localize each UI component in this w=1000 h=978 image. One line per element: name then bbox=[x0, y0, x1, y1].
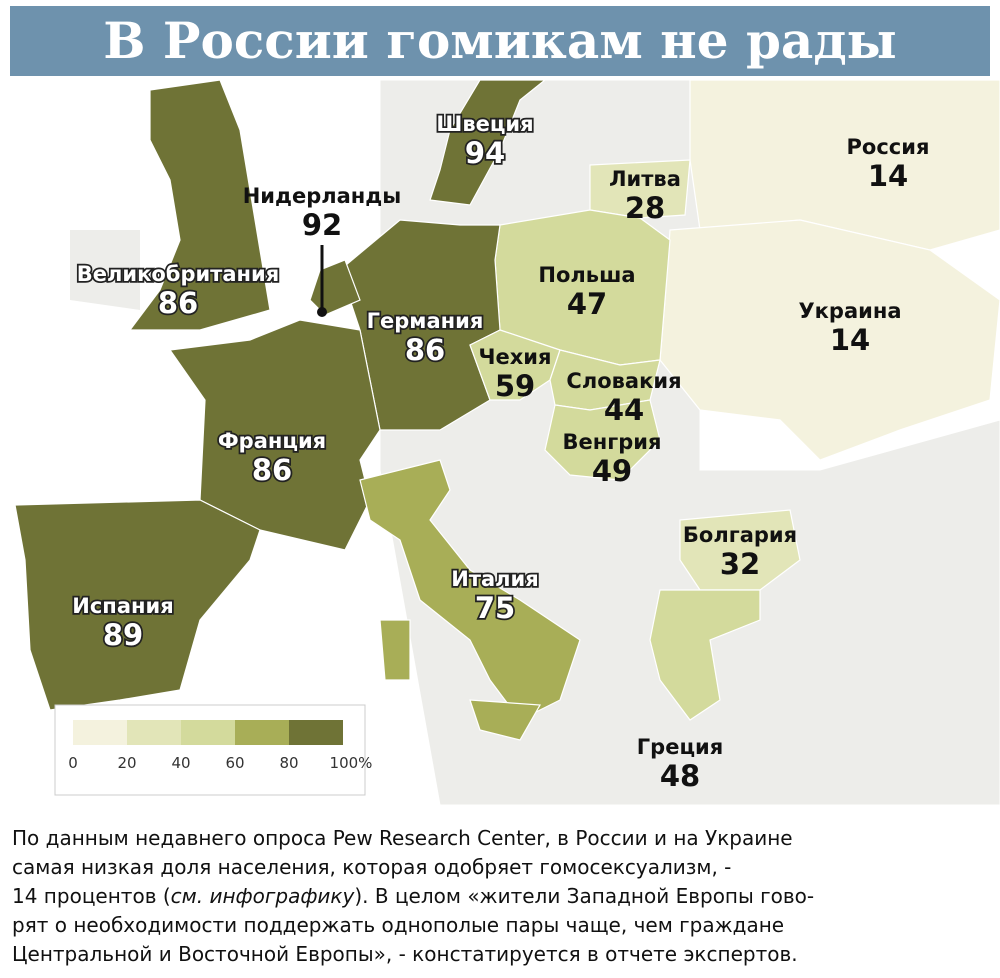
country bbox=[429, 79, 547, 206]
caption-line: 14 процентов (см. инфографику). В целом … bbox=[12, 882, 814, 911]
legend-tick: 0 bbox=[68, 754, 78, 772]
country-value: 32 bbox=[720, 547, 760, 581]
caption-text: ). В целом «жители Западной Европы гово- bbox=[354, 884, 815, 908]
country-label: Греция bbox=[637, 735, 723, 759]
country bbox=[168, 319, 381, 551]
country-value: 86 bbox=[252, 453, 292, 487]
legend-swatch bbox=[235, 720, 289, 745]
country-label: Великобритания bbox=[77, 262, 279, 286]
country-label: Франция bbox=[218, 429, 326, 453]
country-value: 89 bbox=[103, 618, 143, 652]
title: В России гомикам не рады bbox=[10, 6, 990, 76]
country-value: 92 bbox=[302, 208, 342, 242]
country-value: 94 bbox=[465, 136, 505, 170]
country bbox=[589, 159, 691, 219]
country-label: Нидерланды bbox=[243, 184, 402, 208]
caption-text: 14 процентов ( bbox=[12, 884, 171, 908]
caption-line: По данным недавнего опроса Pew Research … bbox=[12, 824, 814, 853]
country-label: Россия bbox=[847, 135, 930, 159]
caption: По данным недавнего опроса Pew Research … bbox=[12, 824, 814, 969]
country-value: 48 bbox=[660, 759, 700, 793]
legend-swatch bbox=[73, 720, 127, 745]
caption-line: самая низкая доля населения, которая одо… bbox=[12, 853, 814, 882]
legend-tick: 60 bbox=[225, 754, 244, 772]
country-label: Польша bbox=[538, 263, 635, 287]
country bbox=[128, 79, 271, 331]
country bbox=[14, 499, 261, 711]
country bbox=[649, 589, 761, 721]
country-label: Литва bbox=[609, 167, 681, 191]
country-value: 47 bbox=[567, 287, 607, 321]
legend-tick: 20 bbox=[117, 754, 136, 772]
caption-line: рят о необходимости поддержать однополые… bbox=[12, 911, 814, 940]
legend-box bbox=[54, 704, 366, 796]
caption-text: см. инфографику bbox=[170, 884, 355, 908]
country bbox=[379, 619, 411, 681]
legend-swatch bbox=[181, 720, 235, 745]
country-label: Чехия bbox=[479, 345, 552, 369]
country-label: Венгрия bbox=[563, 430, 662, 454]
legend-swatch bbox=[127, 720, 181, 745]
country-value: 49 bbox=[592, 454, 632, 488]
country-label: Италия bbox=[451, 567, 539, 591]
country-value: 14 bbox=[830, 323, 870, 357]
country-label: Швеция bbox=[436, 112, 533, 136]
country bbox=[469, 699, 541, 741]
country-label: Словакия bbox=[566, 369, 681, 393]
country-value: 28 bbox=[625, 191, 665, 225]
country bbox=[359, 459, 581, 721]
legend-tick: 100% bbox=[330, 754, 373, 772]
country-value: 75 bbox=[475, 591, 515, 625]
country bbox=[544, 399, 661, 481]
map: Швеция94Нидерланды92Великобритания86Герм… bbox=[0, 79, 1000, 806]
legend-tick: 80 bbox=[279, 754, 298, 772]
legend-swatch bbox=[289, 720, 343, 745]
country-value: 86 bbox=[158, 286, 198, 320]
caption-text: рят о необходимости поддержать однополые… bbox=[12, 913, 785, 937]
country-value: 59 bbox=[495, 369, 535, 403]
country-label: Германия bbox=[367, 309, 484, 333]
pointer-dot bbox=[317, 307, 327, 317]
country-value: 86 bbox=[405, 333, 445, 367]
country-value: 14 bbox=[868, 159, 908, 193]
caption-text: По данным недавнего опроса Pew Research … bbox=[12, 826, 793, 850]
country-value: 44 bbox=[604, 393, 644, 427]
country-label: Болгария bbox=[683, 523, 797, 547]
ireland bbox=[70, 230, 140, 310]
legend-tick: 40 bbox=[171, 754, 190, 772]
country-label: Испания bbox=[72, 594, 173, 618]
caption-text: самая низкая доля населения, которая одо… bbox=[12, 855, 732, 879]
caption-text: Центральной и Восточной Европы», - конст… bbox=[12, 942, 798, 966]
country-label: Украина bbox=[798, 299, 901, 323]
caption-line: Центральной и Восточной Европы», - конст… bbox=[12, 940, 814, 969]
